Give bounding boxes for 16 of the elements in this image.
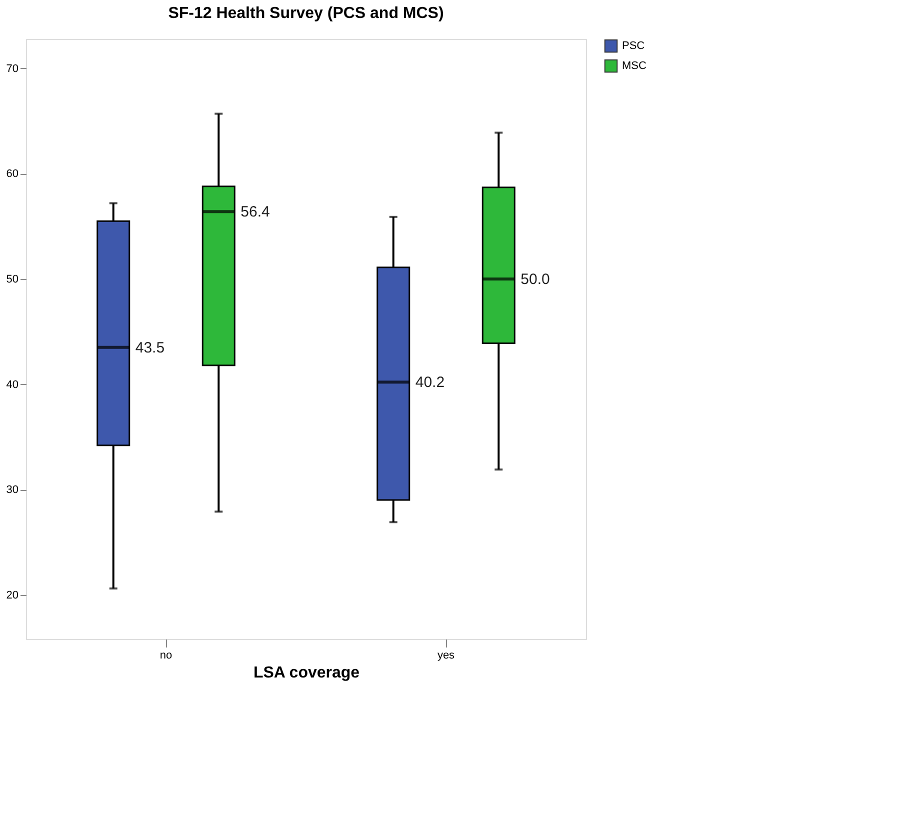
chart-title: SF-12 Health Survey (PCS and MCS) <box>168 5 444 22</box>
text: 43.5 <box>135 339 165 356</box>
y-tick-label: 50 <box>6 274 18 286</box>
text: 56.4 <box>240 204 270 221</box>
legend-label: MSC <box>622 60 646 72</box>
x-axis-title: LSA coverage <box>253 664 360 682</box>
y-tick-label: 20 <box>6 589 18 602</box>
x-tick-label: yes <box>437 650 456 662</box>
y-tick-label: 40 <box>6 378 18 391</box>
legend-label: PSC <box>622 40 645 52</box>
x-tick-label: no <box>160 650 172 662</box>
y-tick-label: 30 <box>6 484 18 496</box>
y-tick-label: 60 <box>6 168 18 180</box>
text: 40.2 <box>415 374 445 392</box>
y-tick-label: 70 <box>6 62 18 75</box>
text: 50.0 <box>520 271 550 288</box>
